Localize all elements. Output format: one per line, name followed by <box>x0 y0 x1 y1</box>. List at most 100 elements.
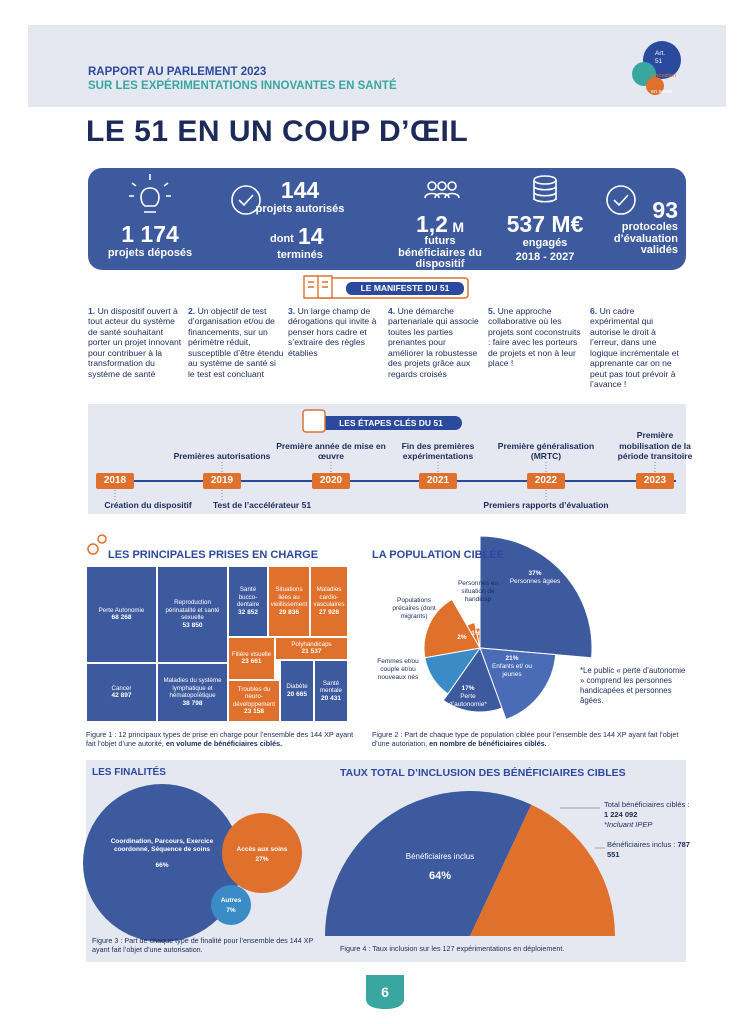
cell-name: Santé mentale <box>319 679 342 695</box>
manifeste-item: 1. Un dispositif ouvert à tout acteur du… <box>88 306 184 379</box>
cell-value: 27 928 <box>319 608 339 616</box>
item-number: 6. <box>590 306 598 316</box>
cell-name: Reproduction périnatalité et santé sexue… <box>165 599 220 622</box>
bubble-label: Coordination, Parcours, Exercice coordon… <box>110 838 214 853</box>
slice-name: Personnes âgées <box>509 577 561 585</box>
stat-value: 1,2 <box>415 211 448 237</box>
cell-name: Santé bucco-dentaire <box>236 586 260 609</box>
slice-pct: 17% <box>461 685 475 692</box>
item-number: 1. <box>88 306 96 316</box>
slice-pct: 2% <box>457 634 467 641</box>
cell-value: 20 665 <box>287 690 307 698</box>
slice-label: 1% <box>468 630 484 638</box>
slice-label: 17% Perte d’autonomie* <box>443 685 493 708</box>
item-number: 5. <box>488 306 496 316</box>
item-text: Une approche collaborative où les projet… <box>488 306 581 369</box>
slice-label: 37% Personnes âgées <box>500 570 570 586</box>
stat-value: 1 174 <box>121 221 179 247</box>
stat-label: engagés <box>522 237 568 249</box>
inclus-segment <box>325 791 532 936</box>
year-box: 2022 <box>527 473 565 489</box>
pie-slice <box>475 627 481 649</box>
header-line1: RAPPORT AU PARLEMENT 2023 <box>88 66 267 78</box>
year-box: 2023 <box>636 473 674 489</box>
logo-circle <box>646 77 664 95</box>
item-text: Une démarche partenariale qui associe to… <box>388 306 479 379</box>
cell-value: 53 850 <box>182 621 203 629</box>
cell-value: 32 852 <box>238 608 258 616</box>
stat-icons <box>129 174 636 215</box>
event-above: Première mobilisation de la période tran… <box>617 430 693 461</box>
pie-slice <box>479 647 557 721</box>
manifeste-item: 3. Un large champ de dérogations qui inv… <box>288 306 384 358</box>
item-number: 2. <box>188 306 196 316</box>
logo-text: en santé <box>651 89 673 95</box>
logo-text: Art. <box>655 50 666 57</box>
slice-label: 2% <box>452 634 472 642</box>
population-note: *Le public « perte d’autonomie » compren… <box>580 666 686 706</box>
stat-sub: 2018 - 2027 <box>515 251 575 263</box>
cell-name: Cancer <box>111 684 132 692</box>
total-value: 1 224 092 <box>604 809 638 819</box>
cell-value: 23 661 <box>241 658 262 666</box>
inclus-text: Bénéficiaires inclus : <box>607 840 678 849</box>
pie-slice <box>423 598 481 659</box>
pie-slice <box>466 621 481 649</box>
section-title: LES FINALITÉS <box>92 767 166 778</box>
bubble-label: Autres <box>220 897 242 904</box>
cell-name: Polyhandicaps <box>291 640 332 648</box>
cell-name: Troubles du neuro-développement <box>232 685 276 708</box>
cell-value: 68 268 <box>111 614 132 622</box>
treemap-cell: Santé mentale 20 431 <box>314 660 348 722</box>
book-icon <box>303 275 333 299</box>
page-badge <box>366 975 404 1009</box>
cell-value: 29 836 <box>279 608 299 616</box>
pie-slice <box>442 646 503 713</box>
total-text: Total bénéficiaires ciblés : <box>604 800 690 809</box>
page-number: 6 <box>381 984 389 1000</box>
badge-title: LES ÉTAPES CLÉS DU 51 <box>339 418 443 428</box>
stats-band <box>88 168 686 270</box>
slice-pct: 14% <box>425 683 439 690</box>
cell-name: Diabète <box>286 683 308 691</box>
stat-label: terminés <box>277 249 323 261</box>
stat-value: 537 M€ <box>506 211 584 237</box>
year-box: 2018 <box>96 473 134 489</box>
slice-pct: 9% <box>413 653 423 660</box>
slice-external-label: Populations précaires (dont migrants) <box>392 597 436 620</box>
caption: Figure 4 : Taux inclusion sur les 127 ex… <box>340 944 565 953</box>
caption-bold: en volume de bénéficiaires ciblés. <box>165 739 283 749</box>
caption: Figure 3 : Part de chaque type de finali… <box>92 936 314 955</box>
inclus-total: Bénéficiaires inclus : 787 551 <box>607 840 692 860</box>
slice-pct: 37% <box>528 570 542 577</box>
event-above: Premières autorisations <box>173 450 271 461</box>
total-label: Total bénéficiaires ciblés : 1 224 092 *I… <box>604 800 694 829</box>
manifeste-item: 6. Un cadre expérimental qui autorise le… <box>590 306 686 390</box>
item-text: Un large champ de dérogations qui invite… <box>288 306 377 358</box>
manifeste-item: 4. Une démarche partenariale qui associe… <box>388 306 484 379</box>
treemap-cell: Santé bucco-dentaire 32 852 <box>228 566 268 637</box>
cell-name: Situations liées au vieillissement <box>270 586 308 609</box>
cell-value: 42 897 <box>111 692 132 700</box>
item-text: Un objectif de test d’organisation et/ou… <box>188 306 284 379</box>
population-pie <box>423 535 593 721</box>
cell-value: 23 158 <box>244 708 264 716</box>
caption-text: Figure 2 : Part de chaque type de popula… <box>372 730 679 749</box>
stat-unit: M <box>452 219 465 235</box>
cell-value: 21 537 <box>301 648 322 656</box>
page-title: LE 51 EN UN COUP D’ŒIL <box>86 115 469 148</box>
slice-name: Enfants et/ ou jeunes <box>491 662 533 678</box>
bubble-pct: 7% <box>226 907 236 914</box>
item-number: 4. <box>388 306 396 316</box>
cell-name: Filière visuelle <box>231 650 272 658</box>
header-band <box>28 25 726 107</box>
timeline-dots <box>114 462 656 500</box>
bubble-label: Accès aux soins <box>236 846 288 853</box>
section-title: LES PRINCIPALES PRISES EN CHARGE <box>108 549 319 561</box>
stat-value-wrap: 1,2 M <box>410 212 470 237</box>
cell-value: 20 431 <box>321 694 341 702</box>
inclus-pct: 64% <box>428 870 452 882</box>
slice-label: 14% Autres <box>412 683 452 699</box>
treemap-cell: Reproduction périnatalité et santé sexue… <box>157 566 228 663</box>
